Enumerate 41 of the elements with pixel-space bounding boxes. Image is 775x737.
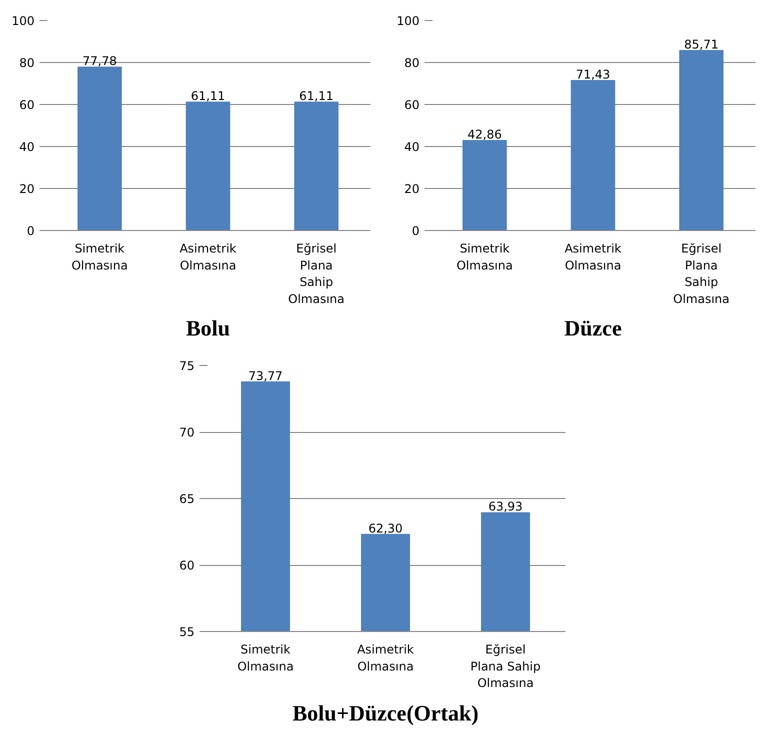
bar [462,140,507,230]
y-tick-label: 0 [412,224,420,238]
text: Bolu+Düzce(Ortak) [292,700,479,726]
y-tick-label: 60 [404,98,420,112]
y-tick-label: 100 [396,14,420,28]
x-tick-label: Simetrik Olmasına [456,242,513,272]
x-tick-label: Eğrisel Plana Sahip Olmasına [288,242,345,306]
y-tick-label: 60 [179,558,195,572]
data-label: 62,30 [368,521,403,536]
y-tick-label: 60 [19,98,35,112]
bar [679,50,724,230]
y-tick-label: 70 [179,426,195,440]
data-label: 61,11 [190,89,226,104]
y-tick-label: 65 [179,492,195,506]
y-tick-label: 100 [12,14,34,28]
data-label: 61,11 [299,89,334,104]
data-label: 73,77 [248,368,283,383]
x-tick-label: Eğrisel Plana Sahip Olmasına [673,242,730,306]
data-label: 85,71 [684,38,719,52]
y-tick-label: 55 [179,625,195,639]
x-tick-label: Simetrik Olmasına [71,242,128,272]
y-tick-label: 40 [404,140,420,154]
x-tick-label: Eğrisel Plana Sahip Olmasına [470,642,541,690]
bar [570,80,616,230]
y-tick-label: 75 [179,359,195,373]
y-tick-label: 80 [404,56,420,70]
data-label: 63,93 [488,500,523,514]
text: Düzce [564,316,622,340]
x-tick-label: Asimetrik Olmasına [564,242,622,272]
y-tick-label: 0 [26,224,35,238]
data-label: 77,78 [82,54,117,68]
x-tick-label: Asimetrik Olmasına [357,642,414,674]
text: Bolu [186,316,230,340]
y-tick-label: 80 [19,56,35,70]
y-tick-label: 40 [19,140,35,154]
y-tick-label: 20 [19,182,35,196]
data-label: 42,86 [467,127,502,142]
data-label: 71,43 [576,67,610,82]
x-tick-label: Simetrik Olmasına [237,642,294,674]
y-tick-label: 20 [404,182,420,196]
x-tick-label: Asimetrik Olmasına [180,242,236,272]
